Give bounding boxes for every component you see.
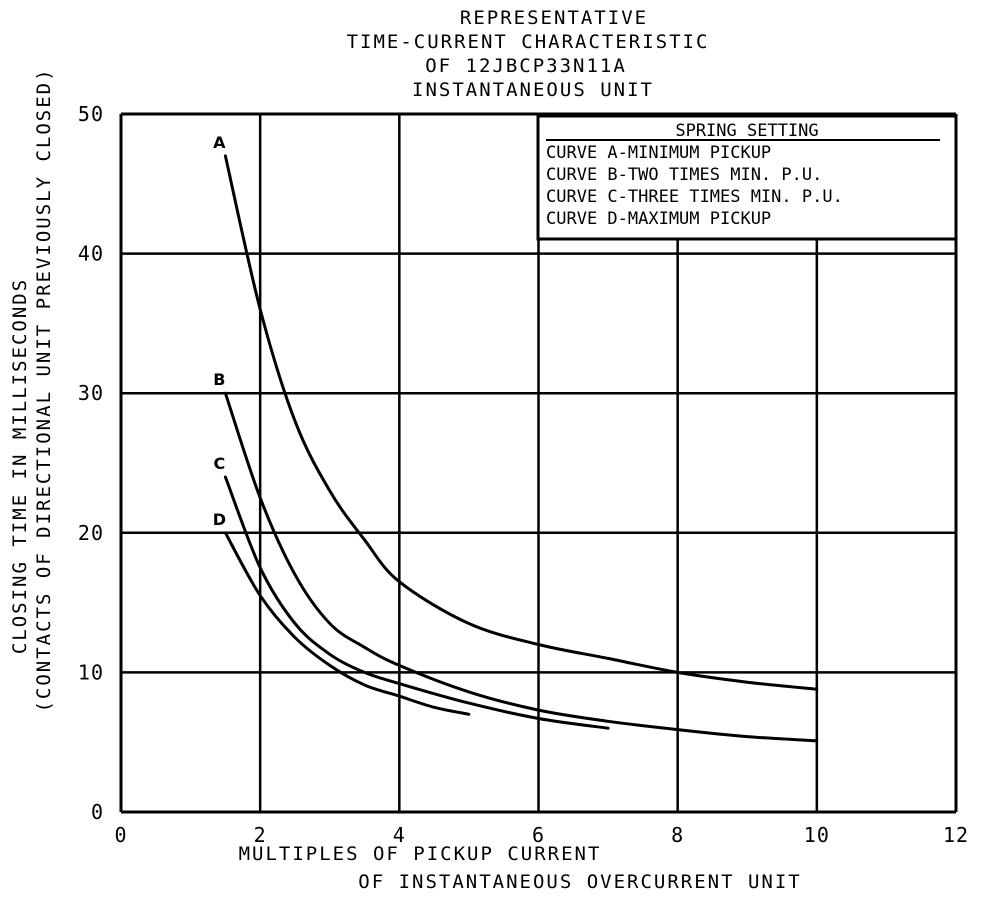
- x-tick-label: 2: [254, 823, 267, 847]
- x-tick-label: 6: [532, 823, 545, 847]
- y-tick-label: 30: [78, 381, 104, 405]
- legend-box: [536, 114, 958, 241]
- legend-entry: CURVE A-MINIMUM PICKUP: [546, 143, 771, 163]
- curve-b: [223, 391, 819, 743]
- curve-label-c: C: [214, 454, 226, 473]
- y-axis-label-line-1: CLOSING TIME IN MILLISECONDS: [9, 278, 31, 654]
- title-line-3: OF 12JBCP33N11A: [425, 55, 627, 77]
- y-tick-label: 20: [78, 521, 104, 545]
- y-tick-label: 10: [78, 660, 104, 684]
- title-line-2: TIME-CURRENT CHARACTERISTIC: [347, 31, 710, 53]
- y-tick-label: 50: [78, 102, 104, 126]
- y-tick-label: 0: [91, 800, 104, 824]
- curve-a: [223, 154, 819, 691]
- curve-d: [223, 531, 471, 716]
- title-line-4: INSTANTANEOUS UNIT: [412, 79, 654, 101]
- curve-label-b: B: [213, 370, 225, 389]
- series-labels: A B C D: [213, 133, 226, 529]
- y-axis-label-line-2: (CONTACTS OF DIRECTIONAL UNIT PREVIOUSLY…: [33, 67, 55, 712]
- x-tick-label: 0: [114, 823, 127, 847]
- x-axis-label-line-1: MULTIPLES OF PICKUP CURRENT: [239, 843, 602, 865]
- curve-c: [223, 475, 610, 730]
- curve-label-d: D: [213, 510, 226, 529]
- series-curves: [223, 154, 819, 743]
- legend-entry: CURVE C-THREE TIMES MIN. P.U.: [546, 187, 843, 207]
- x-tick-labels: 0 2 4 6 8 10 12: [114, 823, 969, 847]
- x-axis-label: MULTIPLES OF PICKUP CURRENT OF INSTANTAN…: [239, 843, 802, 893]
- y-tick-label: 40: [78, 242, 104, 266]
- x-tick-label: 4: [393, 823, 406, 847]
- x-tick-label: 8: [671, 823, 684, 847]
- y-axis-label: CLOSING TIME IN MILLISECONDS (CONTACTS O…: [9, 67, 55, 712]
- legend: SPRING SETTING CURVE A-MINIMUM PICKUP CU…: [536, 114, 958, 241]
- y-tick-labels: 0 10 20 30 40 50: [78, 102, 104, 824]
- legend-entry: CURVE D-MAXIMUM PICKUP: [546, 209, 771, 229]
- legend-entry: CURVE B-TWO TIMES MIN. P.U.: [546, 165, 822, 185]
- chart-title: REPRESENTATIVE TIME-CURRENT CHARACTERIST…: [347, 7, 710, 101]
- x-axis-label-line-2: OF INSTANTANEOUS OVERCURRENT UNIT: [358, 871, 802, 893]
- x-tick-label: 12: [943, 823, 969, 847]
- x-tick-label: 10: [804, 823, 830, 847]
- curve-label-a: A: [213, 133, 226, 152]
- legend-title: SPRING SETTING: [675, 121, 818, 141]
- title-line-1: REPRESENTATIVE: [460, 7, 648, 29]
